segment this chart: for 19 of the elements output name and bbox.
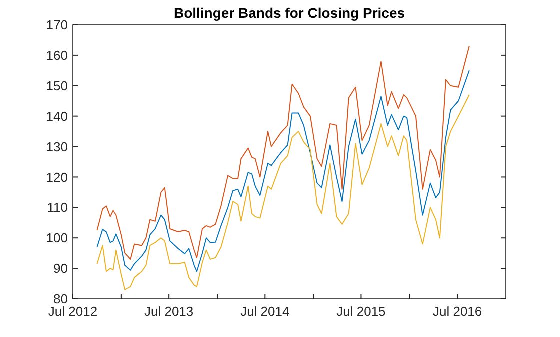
y-tick-label: 80 xyxy=(54,292,68,307)
x-tick-label: Jul 2016 xyxy=(432,304,482,319)
x-tick-label: Jul 2014 xyxy=(240,304,290,319)
y-tick-label: 170 xyxy=(46,18,68,33)
chart-title: Bollinger Bands for Closing Prices xyxy=(174,5,406,21)
line-series xyxy=(96,70,470,272)
y-tick-label: 150 xyxy=(46,78,68,94)
line-series xyxy=(96,94,470,290)
x-tick-label: Jul 2015 xyxy=(336,304,386,319)
y-tick-label: 120 xyxy=(46,170,68,185)
y-tick-label: 90 xyxy=(54,261,68,276)
y-tick-label: 140 xyxy=(46,108,68,124)
x-tick-label: Jul 2013 xyxy=(144,304,194,319)
x-tick-label: Jul 2012 xyxy=(48,304,98,319)
y-tick-label: 110 xyxy=(47,200,68,216)
y-tick-label: 100 xyxy=(46,230,68,246)
y-tick-label: 130 xyxy=(46,139,68,154)
y-tick-label: 160 xyxy=(46,48,68,63)
line-series xyxy=(96,46,470,260)
